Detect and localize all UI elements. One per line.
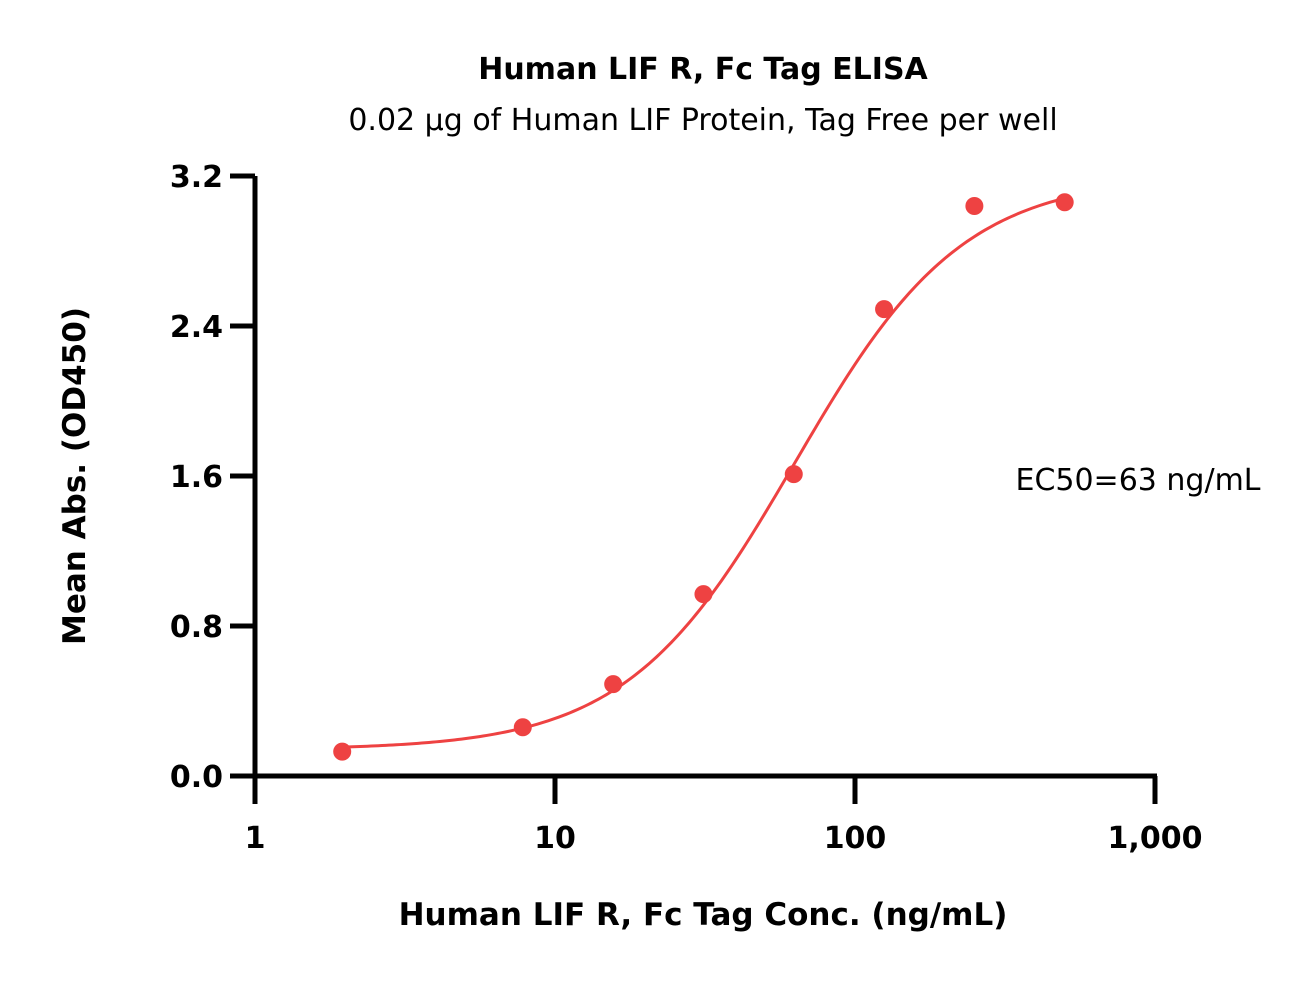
y-tick-label: 0.8 — [170, 610, 223, 645]
data-point — [875, 300, 894, 319]
y-tick-label: 3.2 — [170, 160, 223, 195]
data-point — [784, 465, 803, 484]
x-tick-label: 10 — [534, 821, 576, 856]
x-tick-label: 100 — [824, 821, 887, 856]
data-points — [333, 193, 1074, 761]
data-point — [1055, 193, 1074, 212]
x-tick-label: 1,000 — [1108, 821, 1203, 856]
plot-area: 0.0 0.8 1.6 2.4 3.2 1 10 100 1,000 — [170, 160, 1203, 856]
data-point — [333, 742, 352, 761]
x-axis-label: Human LIF R, Fc Tag Conc. (ng/mL) — [399, 897, 1008, 933]
data-point — [965, 197, 984, 215]
data-point — [604, 675, 623, 694]
y-axis-label: Mean Abs. (OD450) — [57, 307, 93, 645]
chart-subtitle: 0.02 μg of Human LIF Protein, Tag Free p… — [348, 103, 1057, 138]
y-tick-label: 2.4 — [170, 310, 223, 345]
y-axis-ticks: 0.0 0.8 1.6 2.4 3.2 — [170, 160, 255, 795]
x-axis-ticks: 1 10 100 1,000 — [245, 776, 1203, 856]
x-tick-label: 1 — [245, 821, 266, 856]
chart-title: Human LIF R, Fc Tag ELISA — [478, 52, 928, 87]
data-point — [513, 718, 532, 737]
data-point — [694, 585, 713, 604]
y-tick-label: 0.0 — [170, 760, 223, 795]
ec50-annotation: EC50=63 ng/mL — [1015, 463, 1260, 498]
y-tick-label: 1.6 — [170, 460, 223, 495]
fit-curve — [342, 196, 1066, 749]
